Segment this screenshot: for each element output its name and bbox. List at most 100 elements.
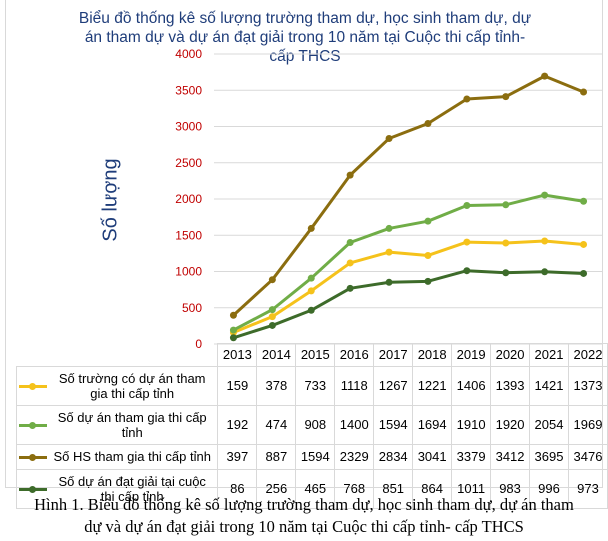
y-tick-label: 3000 (175, 120, 202, 134)
x-tick-label: 2020 (490, 343, 531, 367)
caption-line-1: Hình 1. Biểu đồ thống kê số lượng trường… (34, 495, 574, 514)
data-point (346, 171, 354, 179)
caption-line-2: dự và dự án đạt giải trong 10 năm tại Cu… (84, 517, 524, 536)
data-point (385, 278, 393, 286)
legend-key-icon (19, 381, 47, 391)
legend-entry: Số trường có dự án tham gia thi cấp tỉnh (15, 365, 219, 406)
data-label: 768 (334, 468, 375, 509)
series-line (232, 269, 584, 340)
legend-key-icon (19, 420, 47, 430)
series-line (232, 193, 584, 332)
data-point (463, 202, 471, 210)
data-point (346, 239, 354, 246)
data-label: 378 (256, 365, 297, 406)
series-2 (229, 72, 588, 319)
data-label: 465 (295, 468, 336, 509)
data-point (346, 259, 354, 267)
x-tick-label: 2019 (451, 343, 492, 367)
data-label: 996 (529, 468, 569, 509)
data-point (229, 311, 237, 319)
data-label: 1393 (490, 365, 531, 406)
data-point (385, 224, 393, 232)
chart-title-line-3: cấp THCS (269, 48, 341, 65)
data-table-header-row: 2013 2014 2015 2016 2017 2018 2019 2020 2021 2022 (16, 343, 608, 367)
series-1 (229, 191, 588, 334)
data-table-row: Số dự án tham gia thi cấp tỉnh 192 474 908 14… (15, 404, 608, 445)
data-label: 1594 (373, 404, 414, 445)
data-label: 1969 (567, 404, 608, 445)
data-point (541, 72, 549, 80)
data-label: 733 (295, 365, 336, 406)
y-tick-label: 500 (182, 301, 202, 315)
data-point (580, 269, 588, 277)
legend-entry: Số HS tham gia thi cấp tỉnh (15, 443, 219, 470)
data-label: 1694 (412, 404, 453, 445)
y-tick-label: 1500 (175, 228, 202, 242)
data-label: 86 (217, 468, 258, 509)
data-point (502, 269, 510, 277)
data-label: 2329 (334, 443, 375, 470)
data-label: 159 (217, 365, 258, 406)
chart-title: Biểu đồ thống kê số lượng trường tham dự… (40, 9, 570, 66)
data-point (541, 268, 549, 276)
legend-label: Số dự án tham gia thi cấp tỉnh (57, 409, 207, 440)
series-0 (229, 237, 588, 336)
x-tick-label: 2017 (373, 343, 414, 367)
data-label: 3695 (529, 443, 569, 470)
x-tick-label: 2014 (256, 343, 297, 367)
data-point (307, 306, 315, 314)
y-tick-label: 2500 (175, 156, 202, 170)
data-point (346, 284, 354, 292)
data-label: 1267 (373, 365, 414, 406)
data-label: 887 (256, 443, 297, 470)
gridlines (214, 53, 603, 345)
data-point (463, 267, 471, 275)
x-tick-label: 2013 (217, 343, 258, 367)
data-point (502, 201, 510, 209)
x-tick-label: 2016 (334, 343, 375, 367)
data-point (502, 93, 510, 101)
data-table-row: Số trường có dự án tham gia thi cấp tỉnh 1… (15, 365, 608, 406)
data-label: 908 (295, 404, 336, 445)
y-tick-label: 2000 (175, 192, 202, 206)
data-point (268, 276, 276, 284)
data-point (307, 224, 315, 232)
data-label: 2054 (529, 404, 569, 445)
data-label: 256 (256, 468, 297, 509)
data-table: 2013 2014 2015 2016 2017 2018 2019 2020 2021 2022… (15, 343, 608, 509)
chart-title-line-2: án tham dự và dự án đạt giải trong 10 nă… (84, 29, 526, 46)
series-lines (229, 72, 588, 342)
series-3 (229, 267, 588, 342)
y-tick-label: 4000 (175, 47, 202, 61)
data-label: 1011 (451, 468, 492, 509)
data-label: 1400 (334, 404, 375, 445)
data-point (424, 120, 432, 128)
data-table-row: Số HS tham gia thi cấp tỉnh 397 887 1594 232… (15, 443, 608, 470)
data-point (385, 135, 393, 143)
legend-label: Số trường có dự án tham gia thi cấp tỉnh (58, 370, 206, 401)
data-label: 1118 (334, 365, 375, 406)
data-label: 192 (217, 404, 258, 445)
data-table-row: Số dự án đạt giải tại cuộc thi cấp tỉnh 86… (15, 468, 608, 509)
data-label: 3041 (412, 443, 453, 470)
data-point (268, 313, 276, 321)
data-label: 1920 (490, 404, 531, 445)
data-point (580, 88, 588, 96)
data-point (229, 326, 237, 334)
legend-label: Số dự án đạt giải tại cuộc thi cấp tỉnh (58, 473, 206, 504)
legend-label: Số HS tham gia thi cấp tỉnh (53, 449, 211, 464)
x-tick-label: 2018 (412, 343, 453, 367)
figure-caption: Hình 1. Biểu đồ thống kê số lượng trường… (0, 494, 608, 538)
data-point (385, 248, 393, 256)
data-point (541, 191, 549, 199)
data-point (580, 240, 588, 248)
data-point (541, 237, 549, 245)
data-label: 3412 (490, 443, 531, 470)
data-label: 1594 (295, 443, 336, 470)
x-tick-label: 2015 (295, 343, 336, 367)
legend-key-icon (19, 452, 47, 462)
legend-entry: Số dự án tham gia thi cấp tỉnh (15, 404, 219, 445)
data-label: 397 (217, 443, 258, 470)
